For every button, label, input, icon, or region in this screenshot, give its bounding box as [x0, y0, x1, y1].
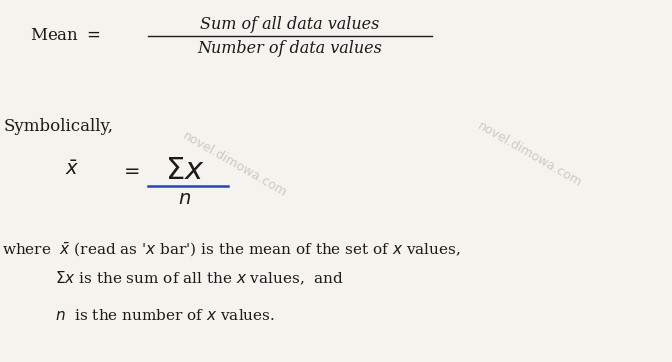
Text: $\Sigma x$: $\Sigma x$ — [165, 155, 205, 186]
Text: Sum of all data values: Sum of all data values — [200, 16, 380, 33]
Text: $n$: $n$ — [179, 190, 192, 208]
Text: Symbolically,: Symbolically, — [4, 118, 114, 135]
Text: $n$  is the number of $x$ values.: $n$ is the number of $x$ values. — [55, 308, 275, 323]
Text: $\Sigma x$ is the sum of all the $x$ values,  and: $\Sigma x$ is the sum of all the $x$ val… — [55, 270, 344, 287]
Text: novel.dimowa.com: novel.dimowa.com — [181, 130, 290, 200]
Text: Mean $=$: Mean $=$ — [30, 26, 100, 43]
Text: $\bar{x}$: $\bar{x}$ — [65, 160, 79, 180]
Text: where  $\bar{x}$ (read as '$x$ bar') is the mean of the set of $x$ values,: where $\bar{x}$ (read as '$x$ bar') is t… — [2, 240, 461, 258]
Text: Number of data values: Number of data values — [198, 40, 382, 57]
Text: novel.dimowa.com: novel.dimowa.com — [476, 120, 585, 190]
Text: $=$: $=$ — [120, 161, 140, 179]
